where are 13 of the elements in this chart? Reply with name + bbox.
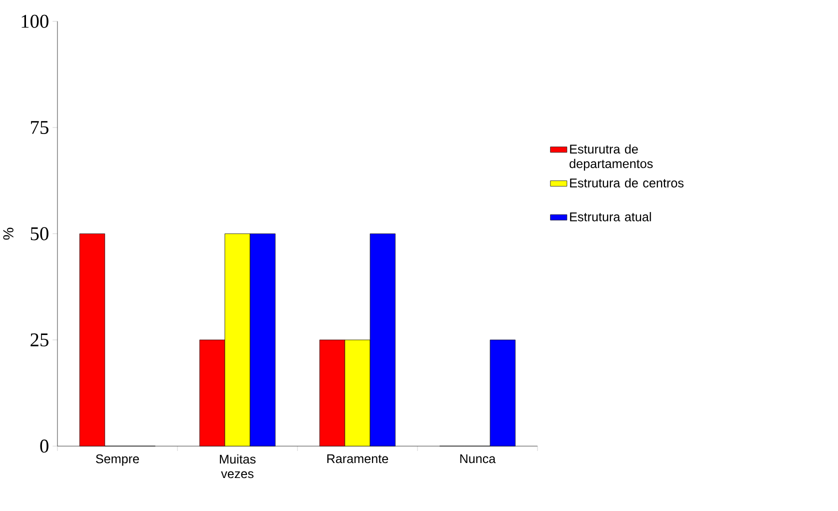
legend-label: Estrutura atual bbox=[570, 212, 651, 222]
x-tick-label: Sempre bbox=[96, 454, 139, 466]
y-tick-label: 25 bbox=[30, 333, 48, 346]
x-tick-label: Muitas vezes bbox=[220, 454, 256, 478]
y-tick-label: 50 bbox=[30, 227, 48, 240]
y-tick-label: 0 bbox=[40, 440, 48, 453]
x-tick-label: Raramente bbox=[327, 454, 388, 464]
legend-label: Esturutra de departamentos bbox=[570, 144, 653, 171]
x-tick-label: Nunca bbox=[460, 454, 496, 464]
legend-label: Estrutura de centros bbox=[570, 178, 684, 188]
y-tick-label: 100 bbox=[22, 14, 48, 28]
y-tick-label: 75 bbox=[31, 121, 48, 134]
y-axis-title: % bbox=[3, 228, 14, 240]
